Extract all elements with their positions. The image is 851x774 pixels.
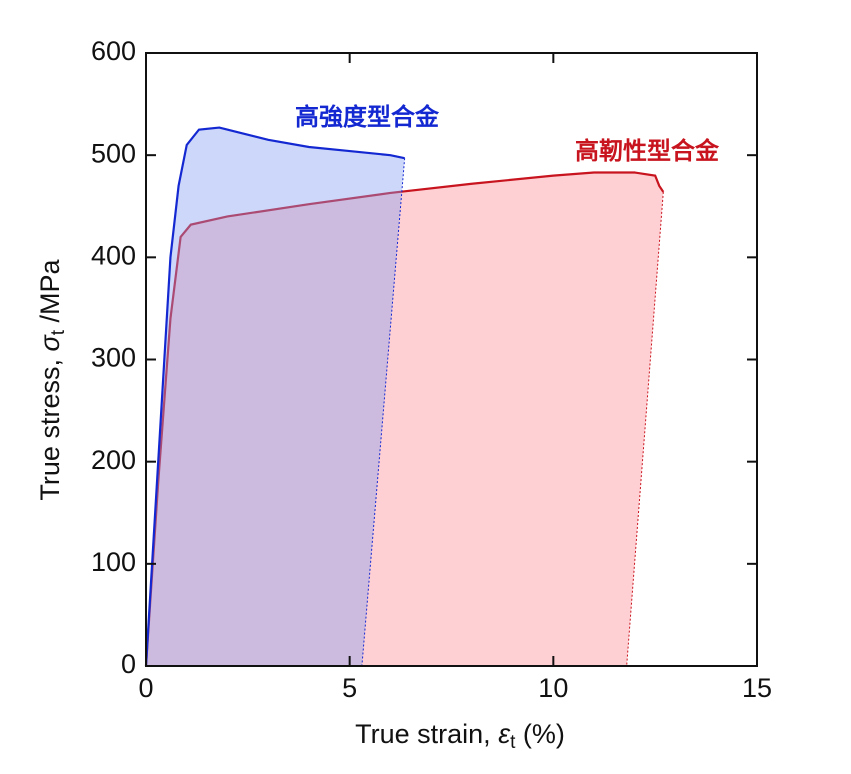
x-tick-label: 15 xyxy=(742,673,772,703)
y-label-part: /MPa xyxy=(35,258,65,330)
unloading-line xyxy=(361,158,406,667)
series-label: 高靭性型合金 xyxy=(575,137,720,165)
y-tick-label: 100 xyxy=(91,547,136,577)
x-axis-label: True strain, εt (%) xyxy=(355,719,565,753)
y-tick-label: 500 xyxy=(91,138,136,168)
x-tick-label: 10 xyxy=(538,673,568,703)
curve xyxy=(144,171,665,667)
y-tick-label: 0 xyxy=(121,649,136,679)
x-label-part: True strain, xyxy=(355,719,498,749)
curve xyxy=(144,126,405,667)
area xyxy=(146,172,664,666)
y-tick-label: 200 xyxy=(91,445,136,475)
x-tick-label: 5 xyxy=(342,673,357,703)
y-tick-label: 400 xyxy=(91,240,136,270)
area xyxy=(146,127,405,666)
series-label: 高強度型合金 xyxy=(295,103,440,131)
x-label-part: (%) xyxy=(515,719,565,749)
y-label-part: True stress, xyxy=(35,352,65,501)
x-label-part: t xyxy=(510,732,516,753)
y-label-part: σ xyxy=(35,334,65,352)
x-tick-label: 0 xyxy=(138,673,153,703)
unloading-line xyxy=(626,191,664,667)
y-tick-label: 300 xyxy=(91,343,136,373)
y-tick-label: 600 xyxy=(91,36,136,66)
y-axis-label: True stress, σt /MPa xyxy=(35,258,69,500)
y-label-part: t xyxy=(48,329,69,335)
x-label-part: ε xyxy=(498,719,511,749)
